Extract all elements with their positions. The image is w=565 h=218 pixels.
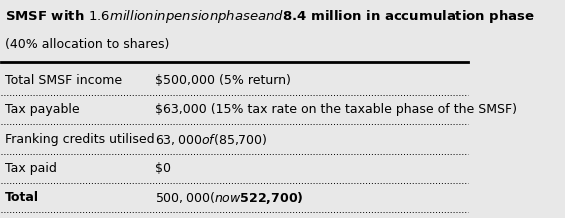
Text: Franking credits utilised: Franking credits utilised (5, 133, 155, 146)
Text: Tax payable: Tax payable (5, 103, 80, 116)
Text: $63,000 (15% tax rate on the taxable phase of the SMSF): $63,000 (15% tax rate on the taxable pha… (155, 103, 518, 116)
Text: SMSF with $1.6 million in pension phase and $8.4 million in accumulation phase: SMSF with $1.6 million in pension phase … (5, 8, 535, 25)
Text: $500,000 (now $522,700): $500,000 (now $522,700) (155, 190, 304, 206)
Text: $500,000 (5% return): $500,000 (5% return) (155, 74, 291, 87)
Text: $63,000 of ($85,700): $63,000 of ($85,700) (155, 132, 268, 147)
Text: (40% allocation to shares): (40% allocation to shares) (5, 38, 170, 51)
Text: $0: $0 (155, 162, 171, 175)
Text: Tax paid: Tax paid (5, 162, 57, 175)
Text: Total: Total (5, 191, 39, 204)
Text: Total SMSF income: Total SMSF income (5, 74, 122, 87)
